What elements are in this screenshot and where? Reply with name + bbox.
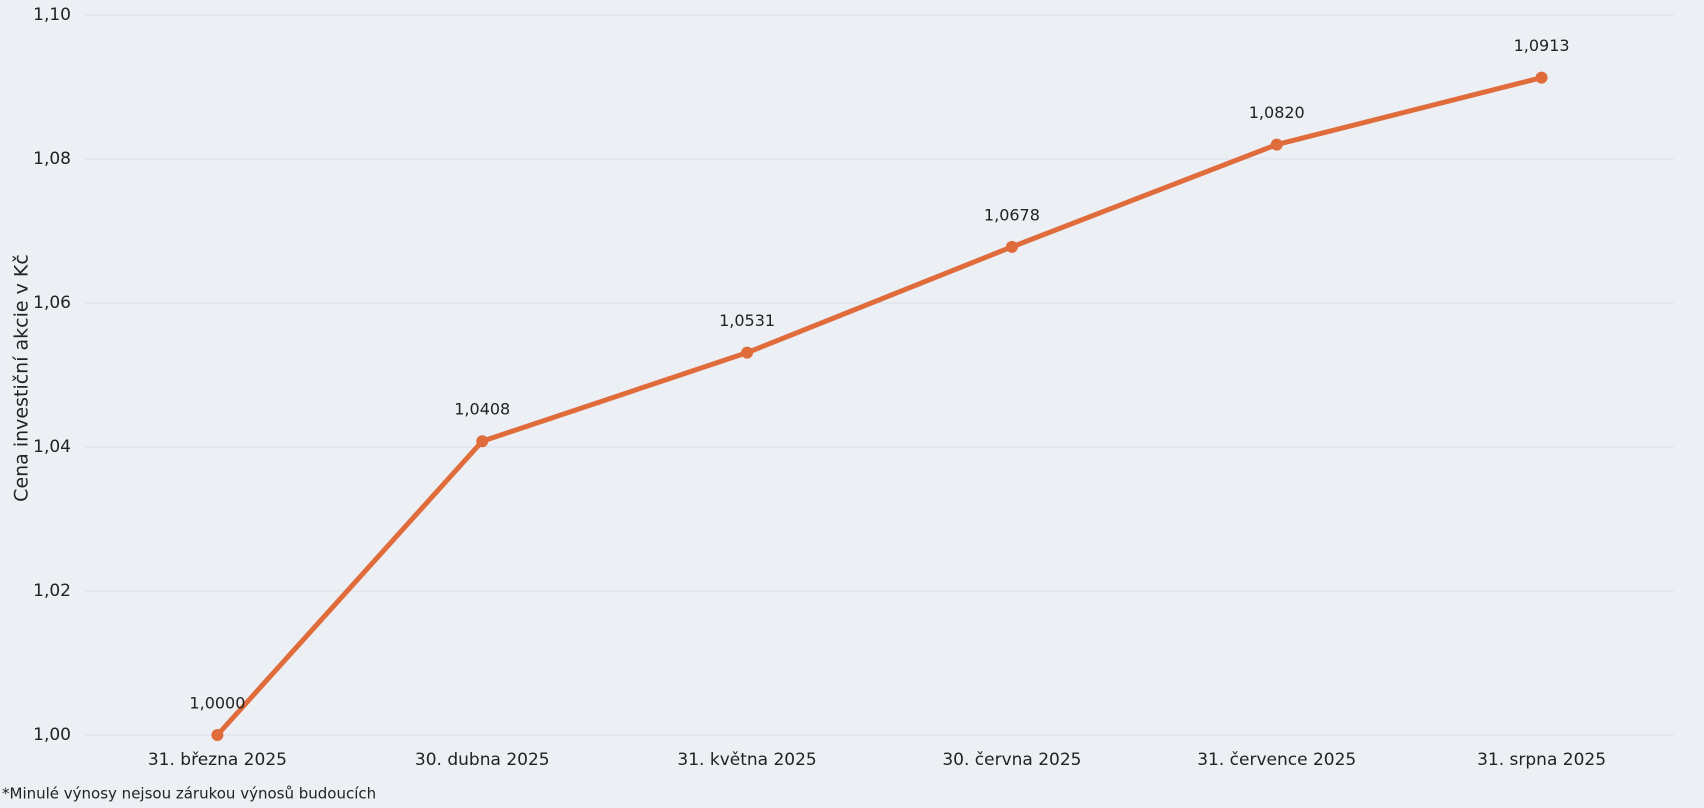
line [215,75,1543,737]
y-tick-label: 1,00 [33,725,71,745]
data-label: 1,0531 [719,311,775,330]
data-label: 1,0678 [984,205,1040,224]
data-label: 1,0000 [189,694,245,713]
x-tick-label: 30. dubna 2025 [415,750,550,770]
x-tick-label: 31. května 2025 [677,750,816,770]
y-tick-label: 1,02 [33,581,71,601]
data-label: 1,0820 [1249,103,1305,122]
point [1270,138,1283,151]
x-tick-label: 31. července 2025 [1197,750,1356,770]
y-tick-label: 1,04 [33,437,71,457]
y-tick-label: 1,06 [33,293,71,313]
y-axis-title: Cena investiční akcie v Kč [11,254,33,502]
point [211,729,224,741]
x-tick-label: 31. března 2025 [148,750,287,770]
point [1005,240,1018,253]
point [476,435,489,448]
data-label: 1,0408 [454,400,510,419]
x-tick-label: 30. června 2025 [942,750,1081,770]
y-tick-label: 1,08 [33,149,71,169]
x-tick-label: 31. srpna 2025 [1477,750,1606,770]
data-label: 1,0913 [1514,36,1570,55]
point [741,346,754,359]
point [1535,71,1548,84]
y-tick-label: 1,10 [33,5,71,25]
footnote: *Minulé výnosy nejsou zárukou výnosů bud… [2,785,376,803]
